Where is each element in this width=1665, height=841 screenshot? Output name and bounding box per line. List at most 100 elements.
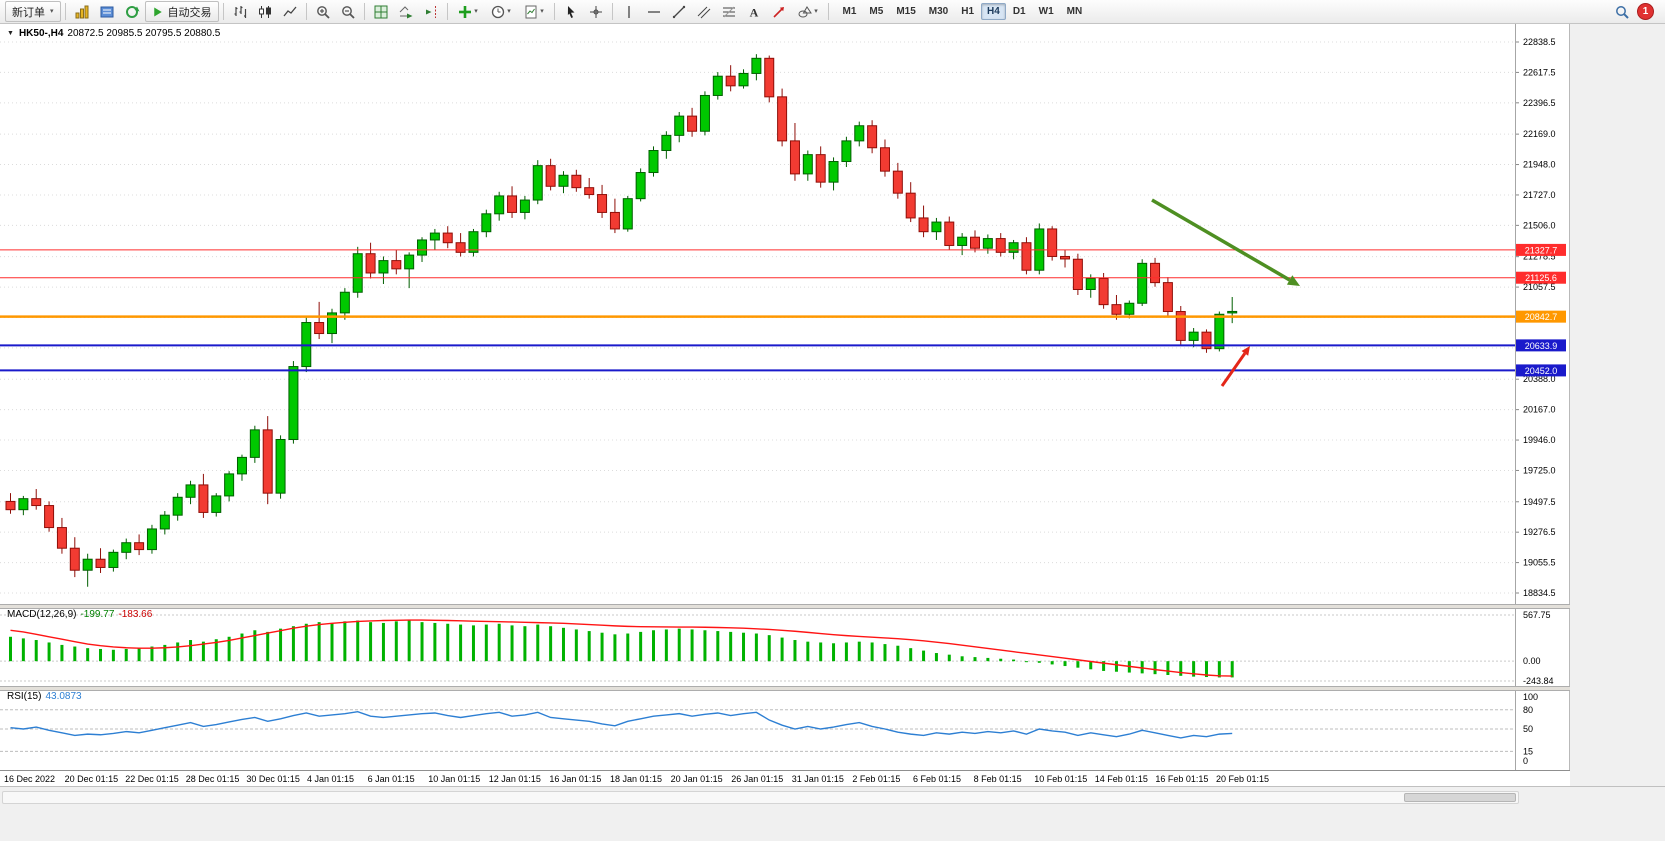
candle-up [108, 551, 119, 568]
macd-pane[interactable]: 567.75 0.00 -243.84 [0, 607, 1570, 686]
candle-up [982, 238, 993, 249]
axis-tick-label: 20167.0 [1523, 405, 1556, 415]
bottom-strip [0, 786, 1665, 841]
rsi-pane[interactable]: 100 80 50 150 [0, 689, 1570, 770]
time-axis[interactable]: 16 Dec 2022 20 Dec 01:15 22 Dec 01:15 28 De… [0, 770, 1570, 786]
toolbar-separator [363, 3, 365, 20]
candle-down [1060, 255, 1071, 260]
axis-tick-label: 20842.7 [1525, 312, 1558, 322]
macd-histogram-bar [1140, 661, 1144, 674]
templates-button[interactable]: ▾ [518, 1, 550, 23]
macd-histogram-bar [626, 633, 630, 662]
candle-down [1111, 304, 1122, 315]
auto-scroll-button[interactable] [394, 1, 418, 23]
candle-down [1175, 311, 1186, 341]
search-button[interactable] [1610, 1, 1634, 23]
macd-histogram-bar [600, 632, 604, 662]
search-icon [1616, 5, 1629, 19]
rsi-title: RSI(15) 43.0873 [7, 691, 82, 702]
scrollbar-thumb[interactable] [1404, 793, 1516, 802]
chart-collapse-icon[interactable]: ▼ [7, 30, 14, 37]
price-chart[interactable]: 22838.5 22617.5 22396.5 22169.0 21948.0 21727… [0, 24, 1570, 604]
axis-tick-label: 21125.6 [1525, 273, 1557, 283]
candle-down [5, 500, 16, 511]
clock-icon [492, 5, 505, 18]
timeframe-button-M15[interactable]: M15 [896, 6, 916, 17]
vertical-line-button[interactable] [617, 1, 641, 23]
text-tool-button[interactable]: A [742, 1, 766, 23]
candle-down [1072, 258, 1083, 290]
time-axis-label: 22 Dec 01:15 [125, 774, 179, 784]
macd-histogram-bar [767, 635, 771, 662]
crosshair-button[interactable] [584, 1, 608, 23]
candle-up [378, 260, 389, 274]
autotrade-button[interactable]: 自动交易 [144, 1, 219, 22]
macd-histogram-bar [407, 620, 411, 662]
new-order-label: 新订单 [12, 6, 45, 19]
indicators-button[interactable]: ▾ [452, 1, 484, 23]
candle-up [236, 456, 247, 475]
candlestick-chart-button[interactable] [253, 1, 277, 23]
candle-up [327, 312, 337, 335]
timeframe-button-M30[interactable]: M30 [928, 6, 949, 17]
candle-up [1137, 262, 1148, 304]
macd-histogram-bar [330, 622, 334, 662]
timeframe-button-M1[interactable]: M1 [842, 6, 857, 17]
bar-chart-button[interactable] [228, 1, 252, 23]
candle-down [970, 236, 980, 249]
axis-tick-label: 0.00 [1523, 656, 1541, 666]
tile-windows-button[interactable] [369, 1, 393, 23]
macd-histogram-bar [317, 622, 321, 662]
candle-down [1201, 331, 1212, 350]
macd-histogram-bar [1179, 661, 1183, 676]
arrows-tool-button[interactable] [767, 1, 791, 23]
downtrend-arrow[interactable] [1151, 198, 1291, 282]
horizontal-line-button[interactable] [642, 1, 666, 23]
zoom-in-button[interactable] [311, 1, 335, 23]
macd-histogram-bar [1230, 661, 1234, 678]
new-order-button[interactable]: 新订单 ▾ [5, 1, 61, 22]
pane-divider[interactable] [0, 686, 1570, 691]
periods-button[interactable]: ▾ [485, 1, 517, 23]
axis-tick-label: 19946.0 [1523, 435, 1556, 445]
new-chart-button[interactable] [70, 1, 94, 23]
time-axis-label: 30 Dec 01:15 [246, 774, 300, 784]
bounce-arrow[interactable] [1220, 352, 1247, 387]
axis-tick-label: 22396.5 [1523, 98, 1556, 108]
refresh-button[interactable] [120, 1, 144, 23]
notification-badge[interactable]: 1 [1637, 3, 1654, 20]
zoom-out-button[interactable] [336, 1, 360, 23]
line-chart-button[interactable] [278, 1, 302, 23]
axis-tick-label: 567.75 [1523, 610, 1551, 620]
timeframe-button-D1[interactable]: D1 [1012, 6, 1026, 17]
candle-up [622, 198, 633, 230]
shapes-button[interactable]: ▾ [792, 1, 824, 23]
profiles-button[interactable] [95, 1, 119, 23]
trendline-button[interactable] [667, 1, 691, 23]
macd-histogram-bar [150, 646, 154, 662]
timeframe-button-M5[interactable]: M5 [869, 6, 884, 17]
downtrend-arrow-head[interactable] [1286, 275, 1300, 286]
chart-symbol-period: HK50-,H4 [18, 28, 64, 39]
candle-up [1124, 302, 1135, 315]
timeframe-button-H4[interactable]: H4 [981, 3, 1006, 20]
candle-up [429, 232, 440, 241]
candle-down [687, 115, 698, 132]
zoom-out-icon [341, 5, 355, 19]
pane-divider[interactable] [0, 604, 1570, 609]
timeframe-button-H1[interactable]: H1 [961, 6, 975, 17]
macd-histogram-bar [214, 639, 218, 662]
horizontal-scrollbar[interactable] [2, 791, 1519, 804]
macd-histogram-bar [240, 633, 244, 662]
chart-shift-button[interactable] [419, 1, 443, 23]
timeframe-button-MN[interactable]: MN [1066, 6, 1083, 17]
macd-histogram-bar [742, 632, 746, 662]
channel-button[interactable] [692, 1, 716, 23]
timeframe-button-W1[interactable]: W1 [1038, 6, 1054, 17]
chart-window: 22838.5 22617.5 22396.5 22169.0 21948.0 21727… [0, 24, 1570, 786]
fibonacci-button[interactable] [717, 1, 741, 23]
bounce-arrow-head[interactable] [1241, 346, 1250, 356]
axis-tick-label: 0 [1523, 756, 1528, 766]
macd-histogram-bar [754, 633, 758, 662]
cursor-button[interactable] [559, 1, 583, 23]
